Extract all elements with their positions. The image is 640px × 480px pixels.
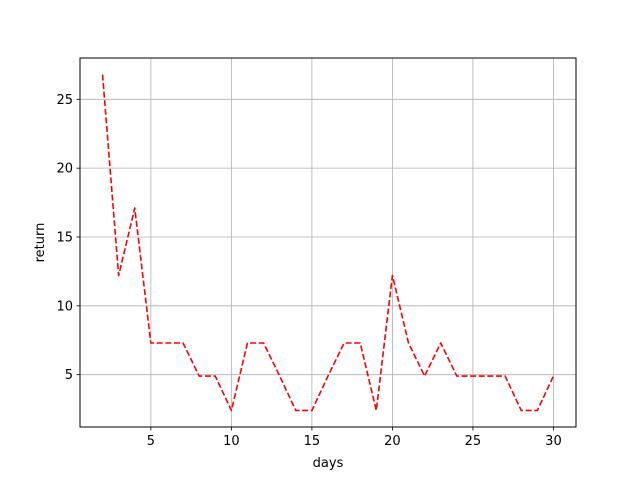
- y-tick-label: 10: [56, 299, 73, 314]
- y-axis-label: return: [33, 223, 48, 263]
- grid: [80, 58, 576, 427]
- y-tick-label: 20: [56, 162, 73, 177]
- y-axis-ticks: 5 10 15 20 25: [56, 93, 80, 383]
- x-tick-label: 20: [384, 434, 401, 449]
- x-tick-label: 10: [223, 434, 240, 449]
- x-tick-label: 5: [147, 434, 155, 449]
- x-tick-label: 25: [465, 434, 482, 449]
- series-layer: [101, 74, 555, 412]
- y-tick-label: 25: [56, 93, 73, 108]
- plot-frame: [79, 57, 577, 428]
- x-tick-label: 30: [545, 434, 562, 449]
- x-axis-ticks: 5 10 15 20 25 30: [147, 427, 562, 449]
- x-tick-label: 15: [304, 434, 321, 449]
- y-tick-label: 15: [56, 230, 73, 245]
- series-line: [101, 74, 555, 412]
- y-tick-label: 5: [65, 368, 73, 383]
- x-axis-label: days: [313, 456, 344, 471]
